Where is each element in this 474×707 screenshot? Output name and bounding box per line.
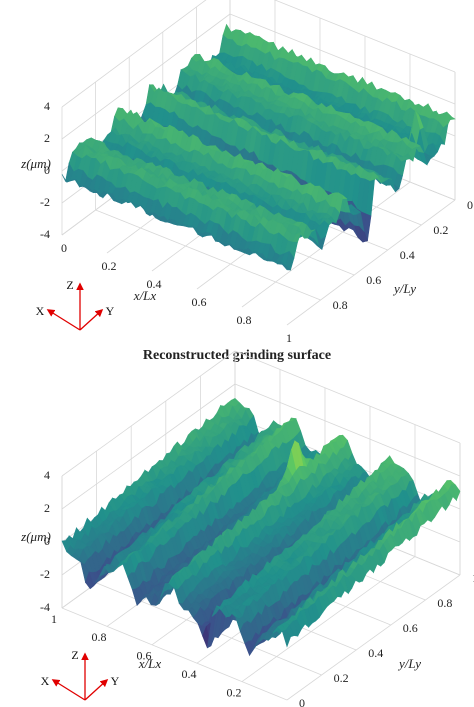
- x-axis-label: x/Lx: [138, 656, 162, 671]
- y-tick-label: 0: [299, 696, 305, 707]
- z-tick-label: 2: [44, 131, 50, 145]
- z-tick-label: 4: [44, 99, 50, 113]
- z-tick-label: -2: [40, 567, 50, 581]
- y-axis-label: y/Ly: [392, 281, 416, 296]
- y-tick-label: 0.4: [400, 248, 415, 262]
- y-tick-label: 0.6: [366, 273, 381, 287]
- x-tick-label: 0.2: [102, 259, 117, 273]
- z-axis-label: z(μm): [20, 529, 51, 544]
- x-tick-label: 0.8: [237, 313, 252, 327]
- grid-line: [234, 350, 461, 444]
- grid-line: [95, 209, 321, 301]
- grid-line: [61, 350, 236, 477]
- x-tick-label: 0.2: [227, 685, 242, 699]
- triad-arrow: [79, 308, 104, 331]
- y-tick-label: 0.8: [333, 298, 348, 312]
- surface-cell: [282, 264, 292, 271]
- z-tick-label: -4: [40, 600, 50, 614]
- grid-line: [229, 13, 456, 105]
- triad-arrow: [51, 679, 86, 701]
- grid-line: [61, 607, 288, 701]
- grid-line: [273, 0, 456, 73]
- grid-line: [61, 383, 236, 510]
- grid-line: [241, 181, 411, 308]
- surface-plot: 0 0.2 0.4 0.6 0.8 1 0 0.2 0.4 0.6 0.8 -4 -2 0 2 4 x/Lx y/…: [20, 0, 473, 345]
- x-tick-label: 0.4: [182, 667, 197, 681]
- z-tick-label: -2: [40, 195, 50, 209]
- x-tick-label: 0.8: [92, 630, 107, 644]
- grid-line: [234, 383, 461, 477]
- surface-plot: 00.20.40.60.8100.20.40.60.81-4-2024x/Lxy…: [20, 350, 474, 707]
- y-tick-label: 0: [467, 198, 473, 212]
- grid-line: [286, 574, 461, 701]
- x-tick-label: 0: [61, 241, 67, 255]
- y-tick-label: 0.2: [433, 223, 448, 237]
- triad-arrow: [84, 678, 109, 701]
- x-tick-label: 1: [51, 612, 57, 626]
- y-tick-label: 0.8: [437, 596, 452, 610]
- triad-label: Z: [71, 648, 78, 662]
- grid-line: [61, 0, 207, 108]
- y-tick-label: 0.2: [334, 671, 349, 685]
- z-tick-label: -4: [40, 227, 50, 241]
- triad-label: Y: [111, 674, 120, 688]
- y-tick-label: 0.6: [403, 621, 418, 635]
- z-tick-label: 0: [44, 163, 50, 177]
- caption: Reconstructed grinding surface: [143, 348, 331, 363]
- z-tick-label: 4: [44, 468, 50, 482]
- x-tick-label: 0.4: [147, 277, 162, 291]
- triad-label: X: [41, 674, 50, 688]
- x-tick-label: 0.6: [192, 295, 207, 309]
- triad-arrow: [46, 309, 81, 331]
- x-tick-label: 1: [286, 331, 292, 345]
- x-axis-label: x/Lx: [133, 288, 157, 303]
- grid-line: [241, 556, 416, 682]
- z-tick-label: 2: [44, 501, 50, 515]
- grid-line: [286, 199, 456, 326]
- grid-line: [61, 13, 231, 140]
- triad-label: Z: [66, 278, 73, 292]
- y-axis-label: y/Ly: [397, 656, 421, 671]
- triad-label: Y: [106, 304, 115, 318]
- triad-label: X: [36, 304, 45, 318]
- y-tick-label: 0.4: [368, 646, 383, 660]
- z-axis-label: z(μm): [20, 156, 51, 171]
